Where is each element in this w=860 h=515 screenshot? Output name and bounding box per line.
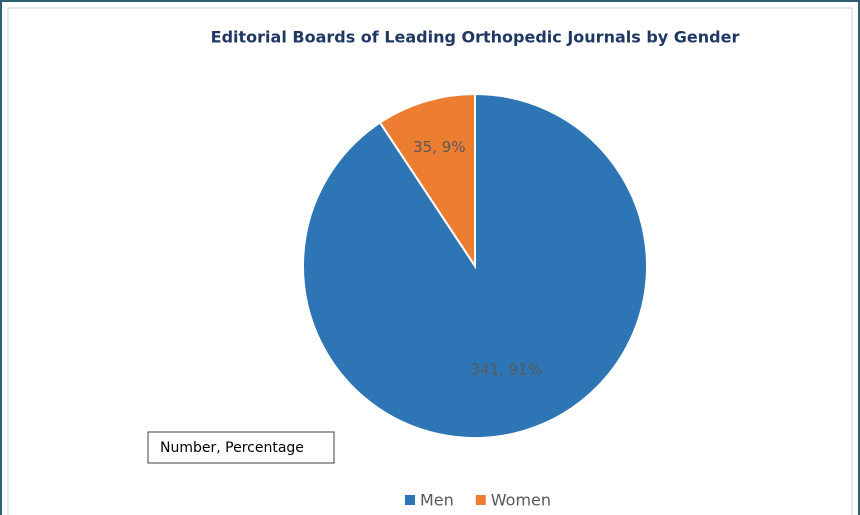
data-label: 35, 9% bbox=[413, 138, 465, 156]
legend-label: Women bbox=[491, 491, 551, 510]
data-label: 341, 91% bbox=[470, 360, 542, 378]
annotation: Number, Percentage bbox=[160, 440, 304, 456]
annotation-box bbox=[147, 431, 335, 464]
legend-swatch bbox=[405, 495, 415, 505]
chart-title: Editorial Boards of Leading Orthopedic J… bbox=[211, 28, 740, 47]
legend-label: Men bbox=[420, 491, 454, 510]
pie-slice bbox=[378, 92, 476, 270]
legend-swatch bbox=[475, 495, 486, 505]
